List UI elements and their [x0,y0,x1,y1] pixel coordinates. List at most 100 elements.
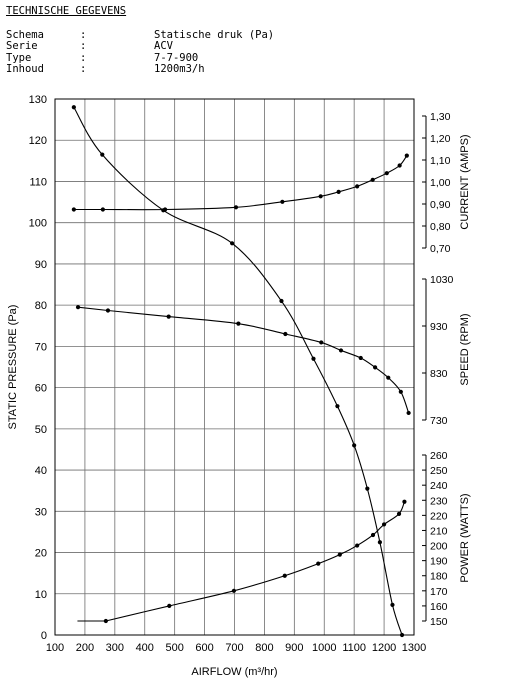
right-axis-tick-label: 230 [430,495,448,507]
data-point [162,207,168,212]
data-point [166,314,171,319]
spec-colon: : [80,51,87,64]
x-tick-label: 100 [46,642,64,654]
y-tick-label: 70 [35,341,47,353]
series-line [73,106,403,636]
data-point [100,207,105,212]
spec-label: Schema [6,28,44,41]
data-point [390,602,395,608]
data-point [318,194,323,199]
data-point [75,305,81,310]
y-tick-label: 20 [35,548,47,560]
y-tick-label: 30 [35,506,47,518]
x-tick-label: 300 [106,642,124,654]
data-point [233,205,239,210]
x-tick-label: 1100 [342,642,366,654]
data-point [279,298,284,304]
data-point [365,486,370,491]
data-point [381,522,387,527]
x-axis-title: AIRFLOW (m³/hr) [191,666,277,678]
right-axis-title: SPEED (RPM) [459,313,471,385]
spec-label: Inhoud [6,63,44,75]
data-point [338,348,344,353]
data-point [105,308,111,313]
data-point [402,499,407,504]
y-tick-label: 110 [29,176,47,188]
data-point [337,552,342,557]
right-axis-tick-label: 1,20 [430,133,451,145]
right-axis-tick-label: 170 [430,586,448,598]
right-axis-tick-label: 0,80 [430,221,451,233]
spec-row: Inhoud : 1200m3/h [6,63,274,76]
data-point [335,404,340,409]
series-line [77,306,410,414]
data-point [370,177,375,182]
right-axis-tick-label: 150 [430,616,448,628]
right-axis-tick-label: 240 [430,480,448,492]
x-tick-label: 600 [195,642,213,654]
spec-header: TECHNISCHE GEGEVENS Schema : Statische d… [6,5,274,76]
y-tick-label: 80 [35,300,47,312]
data-point [352,443,357,448]
data-point [311,356,316,361]
right-axis-tick-label: 830 [430,368,448,380]
right-axis-tick-label: 0,70 [430,243,451,255]
data-point [231,588,237,593]
x-tick-label: 900 [285,642,303,654]
right-axis-tick-label: 250 [430,465,448,477]
spec-row: Schema : Statische druk (Pa) [6,28,274,42]
data-point [373,365,378,370]
data-point [398,389,403,394]
data-point [230,241,235,246]
right-axis-title: POWER (WATTS) [459,493,471,582]
right-axis-tick-label: 1,30 [430,111,451,123]
right-axis-tick-label: 190 [430,556,448,568]
spec-label: Serie [6,40,38,52]
x-tick-label: 1200 [372,642,396,654]
data-point [370,532,376,538]
spec-value: ACV [154,40,173,52]
spec-colon: : [80,63,87,75]
x-tick-label: 500 [165,642,183,654]
right-axis-title: CURRENT (AMPS) [459,134,471,229]
y-tick-label: 130 [29,94,47,106]
right-axis-tick-label: 1030 [430,274,454,286]
right-axis-tick-label: 210 [430,525,448,537]
right-axis-tick-label: 1,10 [430,155,451,167]
data-point [396,511,402,516]
data-point [399,632,405,638]
y-tick-label: 0 [41,630,47,642]
spec-label: Type [6,51,32,64]
x-tick-label: 200 [76,642,94,654]
series-line [73,155,408,211]
right-axis-tick-label: 180 [430,571,448,583]
data-point [384,171,389,176]
data-point [100,152,105,157]
series-line [105,501,405,622]
data-point [71,207,76,212]
data-point [283,331,288,337]
y-tick-label: 120 [29,135,47,147]
spec-title: TECHNISCHE GEGEVENS [6,5,127,17]
spec-row: Serie : ACV [6,40,274,53]
data-point [282,573,287,578]
x-tick-label: 800 [255,642,273,654]
data-point [397,163,402,168]
y-tick-label: 60 [35,383,47,395]
data-point [336,189,341,194]
data-point [386,375,391,380]
data-point [167,603,172,609]
spec-row: Type : 7-7-900 [6,51,274,65]
right-axis-tick-label: 730 [430,415,448,427]
data-point [280,199,285,204]
data-point [358,355,363,361]
data-point [103,618,108,624]
data-point [71,105,76,110]
y-tick-label: 100 [29,218,47,230]
data-point [316,561,321,566]
y-tick-label: 90 [35,259,47,271]
y-axis-title: STATIC PRESSURE (Pa) [7,305,19,430]
x-tick-label: 1000 [312,642,336,654]
y-tick-label: 10 [35,589,47,601]
